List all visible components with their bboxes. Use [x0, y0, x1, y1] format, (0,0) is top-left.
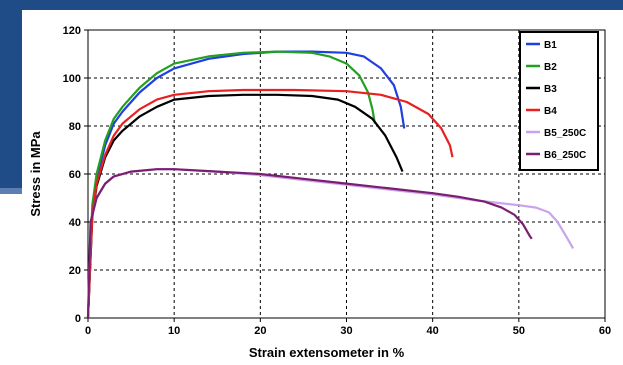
x-tick-label: 0: [85, 325, 91, 337]
x-axis-label: Strain extensometer in %: [249, 345, 405, 360]
y-tick-label: 80: [69, 121, 81, 133]
legend-label: B3: [544, 84, 557, 95]
y-tick-label: 0: [75, 313, 81, 325]
legend-label: B1: [544, 40, 557, 51]
legend-box: [519, 31, 599, 171]
y-tick-label: 20: [69, 265, 81, 277]
legend-label: B4: [544, 106, 557, 117]
x-tick-label: 20: [254, 325, 266, 337]
y-tick-label: 40: [69, 217, 81, 229]
legend-label: B6_250C: [544, 150, 586, 161]
side-tab-accent: [0, 188, 22, 194]
series-line-b1: [86, 50, 406, 319]
x-tick-label: 50: [513, 325, 525, 337]
x-tick-label: 40: [427, 325, 439, 337]
y-tick-label: 100: [63, 73, 81, 85]
y-tick-label: 60: [69, 169, 81, 181]
y-tick-label: 120: [63, 25, 81, 37]
x-tick-label: 10: [168, 325, 180, 337]
y-axis-label: Stress in MPa: [28, 131, 43, 217]
x-tick-label: 30: [340, 325, 352, 337]
series-line-b6_250c: [86, 168, 533, 319]
legend-label: B5_250C: [544, 128, 586, 139]
side-tab: [0, 28, 22, 188]
legend-label: B2: [544, 62, 557, 73]
stress-strain-chart: 0 10 20 30 40 50 60 0 20 40 60 80 100 120 Strain exten…: [28, 25, 611, 360]
chart-figure: 0 10 20 30 40 50 60 0 20 40 60 80 100 120 Strain exten…: [22, 10, 623, 365]
series-line-b4: [86, 88, 454, 319]
series-line-b2: [86, 50, 376, 319]
x-tick-label: 60: [599, 325, 611, 337]
